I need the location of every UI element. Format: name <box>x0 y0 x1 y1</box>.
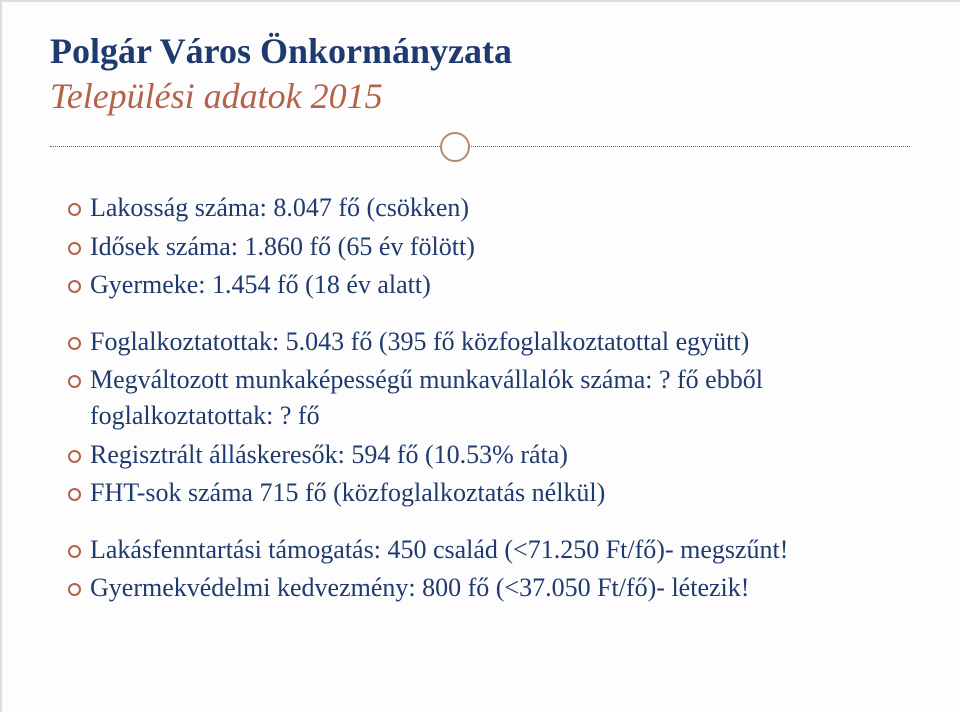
list-item: FHT-sok száma 715 fő (közfoglalkoztatás … <box>68 475 900 511</box>
list-item: Regisztrált álláskeresők: 594 fő (10.53%… <box>68 437 900 473</box>
bullet-list: Lakásfenntartási támogatás: 450 család (… <box>68 532 900 607</box>
slide-subtitle: Települési adatok 2015 <box>50 75 910 118</box>
list-item: Megváltozott munkaképességű munkavállaló… <box>68 362 900 435</box>
list-item: Gyermekvédelmi kedvezmény: 800 fő (<37.0… <box>68 570 900 606</box>
list-item: Foglalkoztatottak: 5.043 fő (395 fő közf… <box>68 324 900 360</box>
bullet-list: Foglalkoztatottak: 5.043 fő (395 fő közf… <box>68 324 900 512</box>
slide: Polgár Város Önkormányzata Települési ad… <box>0 0 960 712</box>
content-area: Lakosság száma: 8.047 fő (csökken) Időse… <box>50 190 910 606</box>
list-item: Lakosság száma: 8.047 fő (csökken) <box>68 190 900 226</box>
divider <box>50 132 910 162</box>
list-item: Gyermeke: 1.454 fő (18 év alatt) <box>68 267 900 303</box>
group-gap <box>68 514 900 532</box>
list-item: Lakásfenntartási támogatás: 450 család (… <box>68 532 900 568</box>
divider-line <box>50 146 910 147</box>
group-gap <box>68 306 900 324</box>
list-item: Idősek száma: 1.860 fő (65 év fölött) <box>68 229 900 265</box>
divider-circle-icon <box>440 132 470 162</box>
slide-title: Polgár Város Önkormányzata <box>50 30 910 73</box>
bullet-list: Lakosság száma: 8.047 fő (csökken) Időse… <box>68 190 900 303</box>
